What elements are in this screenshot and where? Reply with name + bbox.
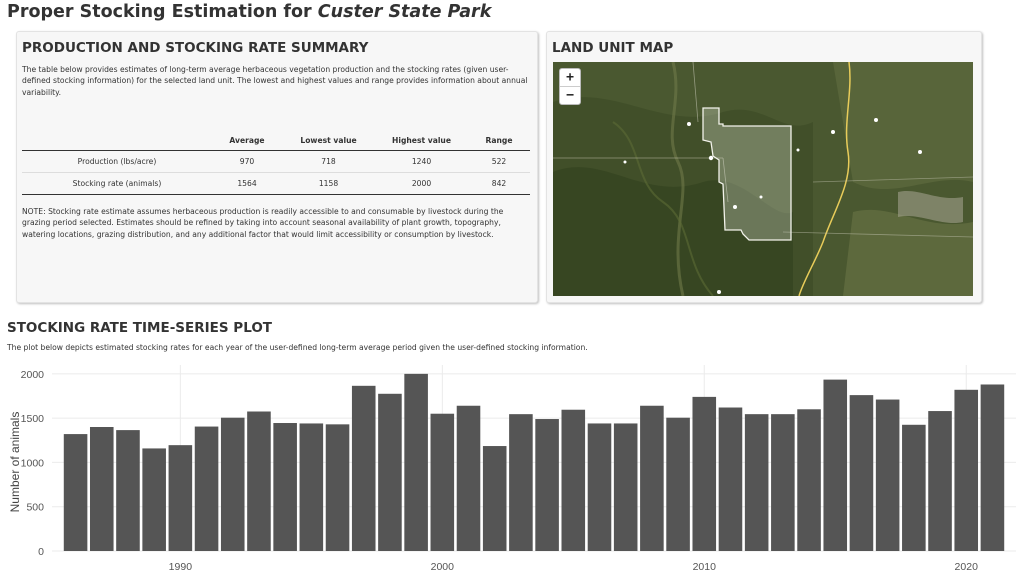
chart-x-ticks: 1990 2000 2010 2020 — [169, 561, 978, 573]
chart-y-ticks: 0 500 1000 1500 2000 — [21, 369, 45, 558]
x-tick-label: 2000 — [431, 561, 455, 573]
summary-panel: PRODUCTION AND STOCKING RATE SUMMARY The… — [16, 31, 538, 303]
y-axis-label: Number of animals — [8, 412, 22, 513]
timeseries-title: STOCKING RATE TIME-SERIES PLOT — [7, 320, 273, 336]
table-header-label — [22, 130, 212, 151]
cell-average: 970 — [212, 150, 282, 173]
page-title: Proper Stocking Estimation for Custer St… — [7, 2, 491, 22]
chart-bar — [797, 409, 821, 551]
summary-description: The table below provides estimates of lo… — [22, 65, 528, 97]
chart-bar — [875, 399, 900, 551]
chart-bar — [116, 430, 140, 551]
table-row: Production (lbs/acre) 970 718 1240 522 — [22, 150, 530, 173]
y-tick-label: 500 — [26, 502, 44, 514]
chart-bar — [63, 434, 88, 551]
x-tick-label: 2010 — [693, 561, 717, 573]
chart-bar — [194, 426, 219, 551]
cell-range: 842 — [468, 172, 530, 195]
table-row: Stocking rate (animals) 1564 1158 2000 8… — [22, 172, 530, 195]
cell-highest: 1240 — [375, 150, 468, 173]
y-tick-label: 1000 — [21, 457, 45, 469]
cell-average: 1564 — [212, 172, 282, 195]
chart-bars — [63, 373, 1005, 551]
table-header-average: Average — [212, 130, 282, 151]
chart-bar — [168, 445, 193, 551]
summary-note: NOTE: Stocking rate estimate assumes her… — [22, 207, 504, 239]
chart-bar — [640, 405, 664, 551]
chart-bar — [325, 424, 350, 551]
cell-lowest: 718 — [282, 150, 375, 173]
chart-bar — [718, 407, 743, 551]
zoom-out-button[interactable]: − — [566, 88, 574, 103]
row-label: Production (lbs/acre) — [22, 150, 212, 173]
y-tick-label: 1500 — [21, 413, 45, 425]
chart-bar — [220, 417, 245, 551]
table-header-lowest: Lowest value — [282, 130, 375, 151]
chart-bar — [561, 409, 586, 551]
map-panel: LAND UNIT MAP + — [546, 31, 982, 303]
chart-bar — [823, 379, 848, 551]
park-name: Custer State Park — [317, 2, 492, 22]
chart-bar — [247, 411, 271, 551]
map-title: LAND UNIT MAP — [552, 40, 674, 56]
chart-bar — [928, 411, 952, 551]
chart-bar — [142, 448, 166, 551]
chart-bar — [954, 389, 979, 551]
zoom-in-button[interactable]: + — [560, 69, 580, 87]
y-tick-label: 2000 — [21, 369, 45, 381]
table-header-row: Average Lowest value Highest value Range — [22, 130, 530, 151]
chart-bar — [744, 414, 769, 551]
cell-highest: 2000 — [375, 172, 468, 195]
chart-bar — [273, 423, 297, 551]
x-tick-label: 2020 — [955, 561, 979, 573]
land-unit-map[interactable]: + − — [553, 62, 973, 296]
satellite-imagery — [553, 62, 973, 296]
timeseries-description: The plot below depicts estimated stockin… — [7, 343, 588, 352]
chart-bar — [299, 423, 324, 551]
chart-bar — [902, 424, 926, 551]
x-tick-label: 1990 — [169, 561, 193, 573]
row-label: Stocking rate (animals) — [22, 172, 212, 195]
zoom-control: + − — [559, 68, 581, 105]
chart-bar — [456, 405, 481, 551]
chart-bar — [482, 446, 507, 551]
table-header-highest: Highest value — [375, 130, 468, 151]
page-title-prefix: Proper Stocking Estimation for — [7, 2, 318, 22]
stocking-rate-chart: 0 500 1000 1500 2000 1990 2000 2010 2020 Number… — [8, 365, 1016, 573]
chart-bar — [509, 414, 533, 551]
chart-bar — [404, 373, 428, 551]
cell-lowest: 1158 — [282, 172, 375, 195]
chart-bar — [666, 417, 690, 551]
chart-bar — [613, 423, 638, 551]
chart-bar — [587, 423, 612, 551]
table-header-range: Range — [468, 130, 530, 151]
chart-bar — [430, 413, 455, 551]
chart-bar — [771, 414, 795, 551]
chart-bar — [378, 393, 402, 551]
chart-bar — [89, 427, 114, 551]
cell-range: 522 — [468, 150, 530, 173]
chart-bar — [980, 384, 1005, 551]
summary-table: Average Lowest value Highest value Range… — [22, 130, 530, 195]
chart-bar — [351, 385, 376, 551]
chart-bar — [692, 396, 717, 551]
summary-title: PRODUCTION AND STOCKING RATE SUMMARY — [22, 40, 369, 56]
chart-bar — [535, 419, 559, 551]
chart-bar — [849, 395, 874, 551]
y-tick-label: 0 — [38, 546, 44, 558]
